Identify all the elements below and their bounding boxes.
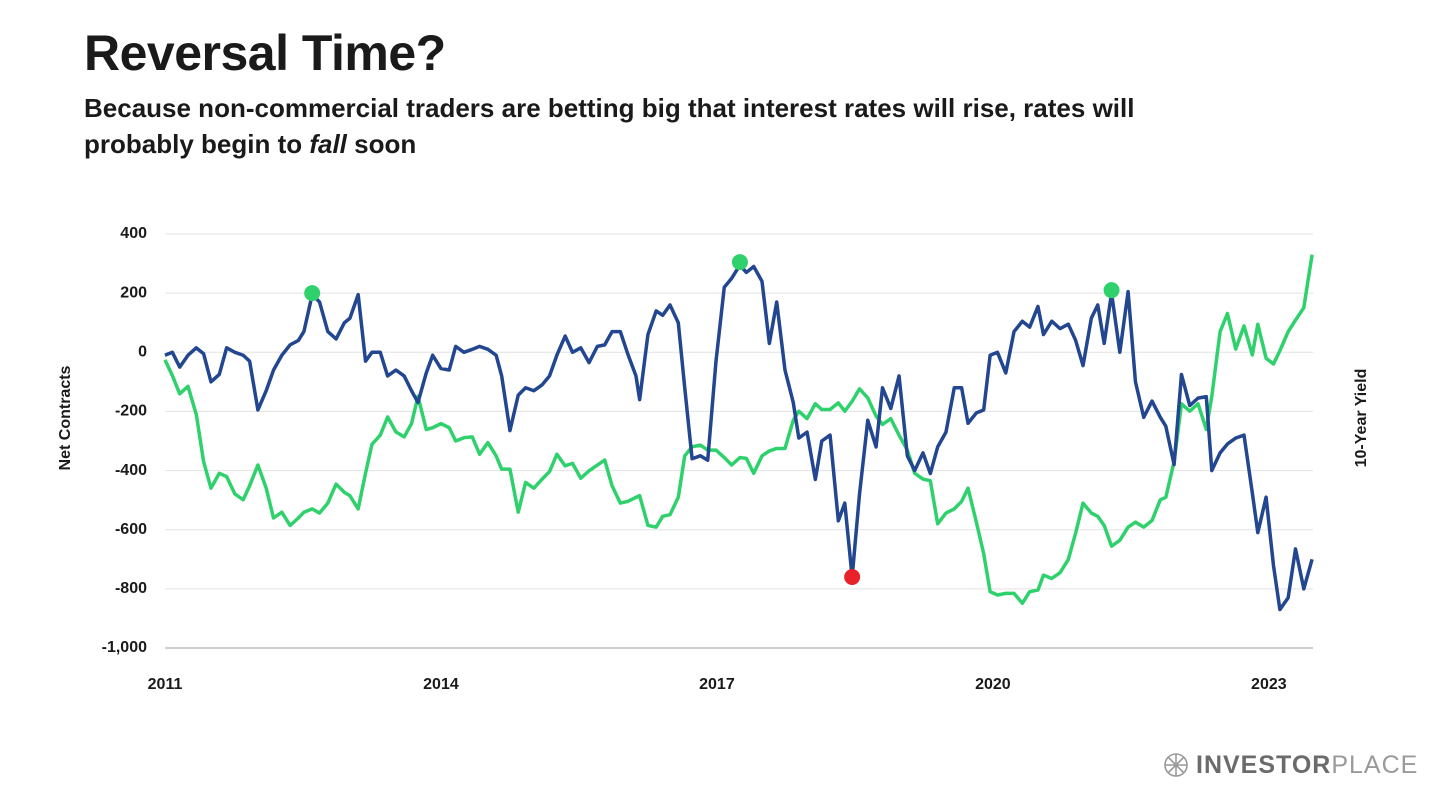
y-tick-label: 0: [138, 344, 147, 361]
x-tick-label: 2017: [699, 676, 735, 693]
subtitle-text: soon: [346, 129, 417, 159]
y-axis-label: Net Contracts: [57, 365, 74, 470]
y-tick-label: -200: [115, 403, 147, 420]
x-tick-label: 2011: [148, 676, 183, 693]
y-tick-label: -600: [115, 521, 147, 538]
y-tick-label: -1,000: [102, 639, 147, 656]
y-tick-label: 200: [120, 284, 147, 301]
x-tick-label: 2014: [423, 676, 459, 693]
highlight-dot: [731, 254, 748, 271]
highlight-dot: [304, 285, 321, 302]
y-tick-label: 400: [120, 225, 147, 242]
y-tick-label: -800: [115, 580, 147, 597]
logo-text: PLACE: [1331, 751, 1418, 779]
y2-axis-label: 10-Year Yield: [1353, 369, 1370, 468]
svg-text:INVESTORPLACE: INVESTORPLACE: [1196, 751, 1418, 779]
x-tick-label: 2020: [975, 676, 1011, 693]
chart-title: Reversal Time?: [84, 25, 446, 81]
logo-text: INVESTOR: [1196, 751, 1331, 779]
subtitle-text: Because non-commercial traders are betti…: [84, 93, 1135, 159]
series-line: [163, 254, 1314, 606]
highlight-dot: [1103, 282, 1120, 299]
y-tick-label: -400: [115, 462, 147, 479]
series-line: [164, 263, 1314, 612]
chart-subtitle: Because non-commercial traders are betti…: [84, 90, 1224, 162]
subtitle-emphasis: fall: [309, 129, 347, 159]
highlight-dot: [844, 569, 861, 586]
x-tick-label: 2023: [1251, 676, 1287, 693]
logo: INVESTORPLACE: [1164, 751, 1418, 779]
